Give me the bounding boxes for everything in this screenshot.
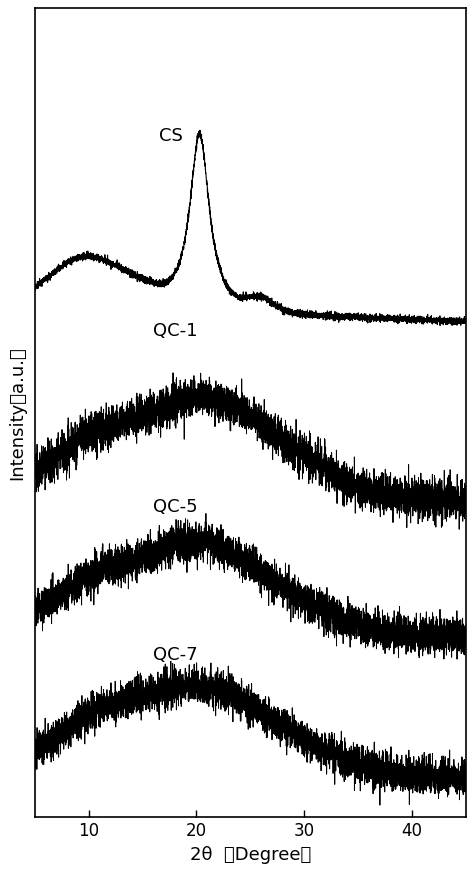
Text: QC-1: QC-1: [153, 323, 198, 340]
Y-axis label: Intensity（a.u.）: Intensity（a.u.）: [9, 346, 27, 480]
X-axis label: 2θ  （Degree）: 2θ （Degree）: [190, 846, 311, 863]
Text: CS: CS: [159, 126, 182, 145]
Text: QC-7: QC-7: [153, 646, 198, 664]
Text: QC-5: QC-5: [153, 498, 198, 516]
